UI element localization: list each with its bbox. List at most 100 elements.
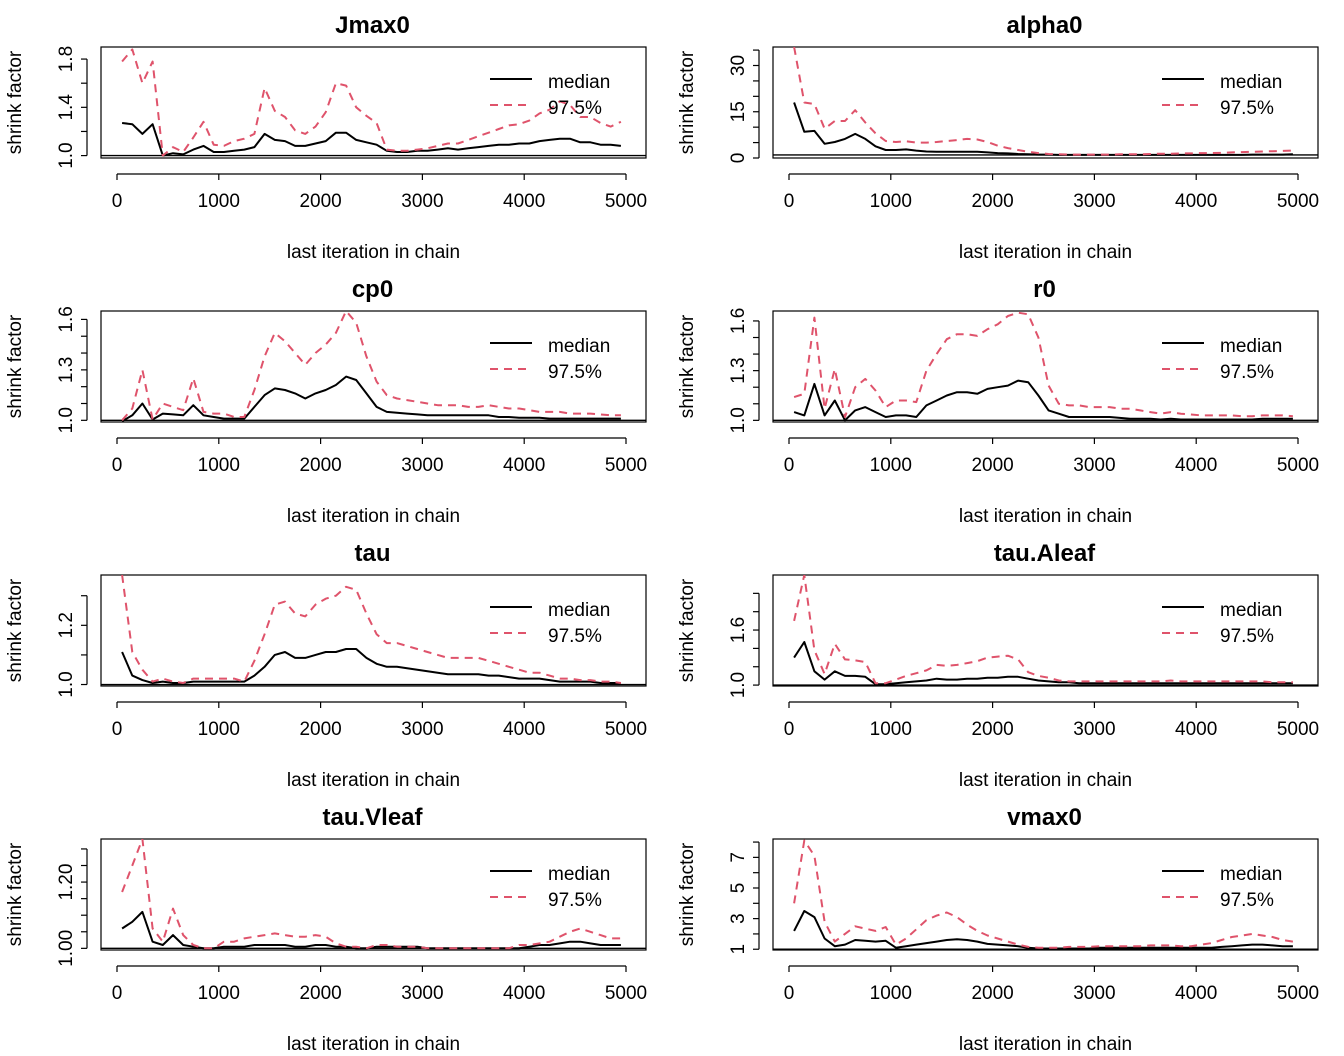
plot-area bbox=[773, 311, 1318, 422]
x-tick-label: 3000 bbox=[1073, 719, 1115, 740]
plot-area bbox=[773, 47, 1318, 156]
chart-title: tau.Vleaf bbox=[322, 804, 423, 831]
series-97-5-line bbox=[793, 839, 1294, 949]
plot-area bbox=[101, 48, 646, 157]
series-97-5-line bbox=[121, 839, 621, 950]
series-97-5-line bbox=[121, 575, 622, 684]
series-97-5-line bbox=[793, 311, 1293, 418]
y-tick-label: 1.3 bbox=[728, 357, 749, 383]
legend-label-97-5: 97.5% bbox=[1220, 890, 1274, 911]
x-tick-label: 5000 bbox=[605, 455, 647, 476]
y-tick-label: 1.0 bbox=[56, 142, 77, 168]
x-axis-label: last iteration in chain bbox=[287, 242, 460, 263]
x-tick-label: 2000 bbox=[971, 191, 1013, 212]
x-tick-label: 0 bbox=[112, 191, 123, 212]
plot-area bbox=[773, 839, 1318, 950]
x-tick-label: 4000 bbox=[1175, 191, 1217, 212]
plot-frame bbox=[772, 838, 1319, 951]
x-axis-label: last iteration in chain bbox=[287, 506, 460, 527]
series-median-line bbox=[121, 122, 622, 157]
x-tick-label: 2000 bbox=[299, 191, 341, 212]
x-axis-label: last iteration in chain bbox=[959, 1034, 1132, 1055]
x-tick-label: 4000 bbox=[503, 455, 545, 476]
plot-area bbox=[773, 575, 1318, 686]
x-tick-label: 4000 bbox=[1175, 719, 1217, 740]
x-tick-label: 2000 bbox=[299, 983, 341, 1004]
legend-label-97-5: 97.5% bbox=[1220, 98, 1274, 119]
plot-frame bbox=[100, 46, 647, 159]
x-tick-label: 3000 bbox=[401, 983, 443, 1004]
legend-label-median: median bbox=[548, 72, 610, 93]
x-axis-label: last iteration in chain bbox=[287, 770, 460, 791]
plot-area bbox=[101, 839, 646, 950]
chart-title: tau.Aleaf bbox=[994, 540, 1096, 567]
y-tick-label: 1.00 bbox=[56, 930, 77, 967]
y-axis-label: shrink factor bbox=[5, 50, 26, 154]
legend-label-median: median bbox=[1220, 72, 1282, 93]
x-tick-label: 2000 bbox=[971, 719, 1013, 740]
x-tick-label: 5000 bbox=[1277, 191, 1319, 212]
y-tick-label: 3 bbox=[728, 913, 749, 924]
chart-title: vmax0 bbox=[1007, 804, 1082, 831]
chart-panel: tau.Vleaf 0 1000 2000 3000 4000 5000 last itera… bbox=[5, 804, 647, 1055]
y-tick-label: 1.0 bbox=[56, 407, 77, 433]
x-tick-label: 2000 bbox=[299, 455, 341, 476]
x-tick-label: 3000 bbox=[1073, 191, 1115, 212]
y-tick-label: 1.0 bbox=[728, 672, 749, 698]
y-tick-label: 0 bbox=[728, 153, 749, 164]
legend-label-median: median bbox=[548, 336, 610, 357]
chart-title: Jmax0 bbox=[335, 12, 410, 39]
x-tick-label: 3000 bbox=[1073, 455, 1115, 476]
x-tick-label: 1000 bbox=[198, 719, 240, 740]
series-median-line bbox=[121, 648, 621, 684]
legend-label-97-5: 97.5% bbox=[1220, 362, 1274, 383]
x-tick-label: 5000 bbox=[605, 983, 647, 1004]
legend-label-97-5: 97.5% bbox=[548, 890, 602, 911]
x-tick-label: 3000 bbox=[401, 191, 443, 212]
y-tick-label: 1 bbox=[728, 944, 749, 955]
chart-panel: tau.Aleaf 0 1000 2000 3000 4000 5000 last itera… bbox=[677, 540, 1319, 791]
x-tick-label: 2000 bbox=[971, 455, 1013, 476]
x-axis-label: last iteration in chain bbox=[959, 506, 1132, 527]
x-tick-label: 1000 bbox=[198, 191, 240, 212]
chart-panel: cp0 0 1000 2000 3000 4000 5000 last iteration i… bbox=[5, 276, 647, 527]
x-tick-label: 4000 bbox=[1175, 983, 1217, 1004]
x-tick-label: 5000 bbox=[1277, 983, 1319, 1004]
series-median-line bbox=[793, 102, 1293, 156]
plot-frame bbox=[772, 310, 1319, 423]
x-tick-label: 0 bbox=[112, 719, 123, 740]
y-tick-label: 1.6 bbox=[728, 308, 749, 334]
legend-label-median: median bbox=[1220, 336, 1282, 357]
x-tick-label: 3000 bbox=[1073, 983, 1115, 1004]
legend-label-97-5: 97.5% bbox=[548, 362, 602, 383]
x-axis-label: last iteration in chain bbox=[959, 770, 1132, 791]
series-median-line bbox=[121, 910, 621, 950]
series-97-5-line bbox=[121, 311, 621, 421]
y-axis-label: shrink factor bbox=[677, 578, 698, 682]
x-tick-label: 1000 bbox=[198, 455, 240, 476]
x-tick-label: 0 bbox=[112, 455, 123, 476]
series-median-line bbox=[793, 379, 1293, 422]
x-tick-label: 0 bbox=[784, 191, 795, 212]
chart-panel: alpha0 0 1000 2000 3000 4000 5000 last iteratio… bbox=[677, 12, 1319, 263]
legend: median 97.5% bbox=[490, 72, 610, 119]
y-axis-label: shrink factor bbox=[5, 314, 26, 418]
chart-panel: vmax0 0 1000 2000 3000 4000 5000 last iteration… bbox=[677, 804, 1319, 1055]
x-tick-label: 5000 bbox=[1277, 719, 1319, 740]
legend: median 97.5% bbox=[1162, 72, 1282, 119]
y-tick-label: 5 bbox=[728, 883, 749, 894]
y-tick-label: 1.4 bbox=[56, 94, 77, 121]
x-tick-label: 1000 bbox=[870, 455, 912, 476]
chart-panel: Jmax0 0 1000 2000 3000 4000 5000 last iteration… bbox=[5, 12, 647, 263]
x-tick-label: 1000 bbox=[870, 719, 912, 740]
series-97-5-line bbox=[121, 48, 622, 157]
chart-title: tau bbox=[355, 540, 391, 567]
x-tick-label: 0 bbox=[784, 455, 795, 476]
legend-label-median: median bbox=[548, 864, 610, 885]
y-tick-label: 1.6 bbox=[56, 306, 77, 332]
plot-frame bbox=[772, 574, 1319, 687]
chart-panel: r0 0 1000 2000 3000 4000 5000 last iteration in… bbox=[677, 276, 1319, 527]
y-tick-label: 1.20 bbox=[56, 864, 77, 901]
x-axis-label: last iteration in chain bbox=[959, 242, 1132, 263]
